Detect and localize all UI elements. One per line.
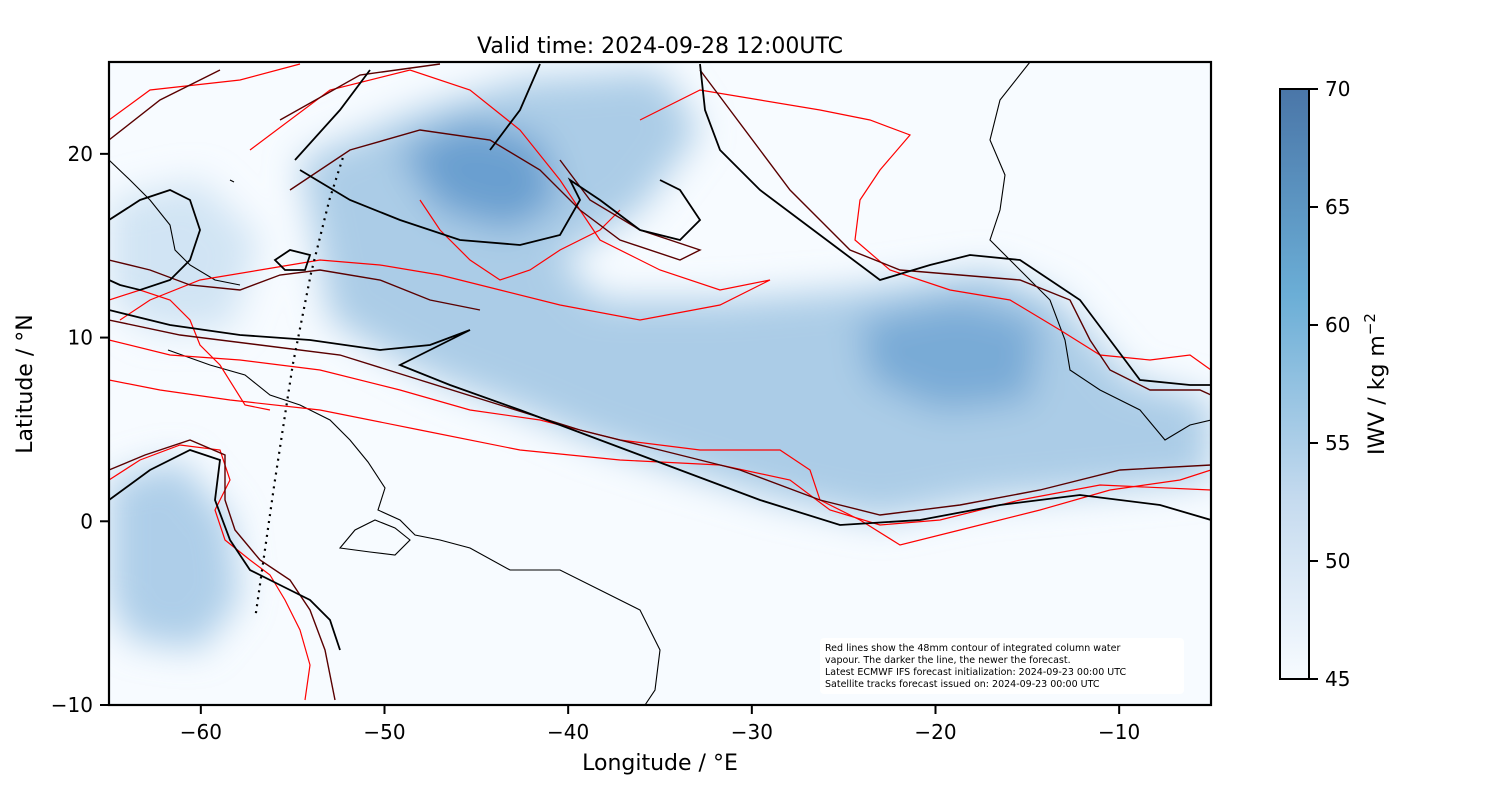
coastline-iberia-fragment bbox=[229, 179, 235, 183]
contour-black-5 bbox=[273, 249, 312, 271]
y-tick-label: −10 bbox=[51, 693, 93, 717]
x-axis-ticks: −60 −50 −40 −30 −20 −10 bbox=[180, 705, 1140, 744]
contour-mid-4 bbox=[109, 439, 336, 701]
contour-red-2 bbox=[109, 339, 1211, 546]
colorbar-tick-label: 65 bbox=[1325, 195, 1350, 219]
colorbar-label-text: IWV / kg m bbox=[1365, 335, 1390, 455]
annotation-line-1: Red lines show the 48mm contour of integ… bbox=[825, 643, 1120, 654]
map-frame bbox=[107, 60, 1213, 707]
coastline-antilles bbox=[109, 159, 241, 286]
forecast-contours bbox=[109, 63, 1211, 701]
coastline-south-america bbox=[167, 349, 661, 705]
contour-mid-1 bbox=[109, 63, 702, 261]
coastline-africa bbox=[989, 62, 1211, 441]
colorbar-tick-label: 50 bbox=[1325, 549, 1350, 573]
x-tick-label: −40 bbox=[547, 720, 589, 744]
x-tick-label: −10 bbox=[1098, 720, 1140, 744]
y-axis-ticks: −10 0 10 20 bbox=[51, 142, 109, 717]
contour-red-4 bbox=[639, 89, 1211, 371]
coastline-island bbox=[338, 519, 411, 556]
colorbar-tick-label: 55 bbox=[1325, 431, 1350, 455]
colorbar-label: IWV / kg m−2 bbox=[1361, 313, 1390, 455]
satellite-track-line bbox=[254, 153, 346, 614]
contour-black-4 bbox=[109, 449, 341, 651]
iwv-amazon bbox=[109, 460, 240, 650]
x-axis-label: Longitude / °E bbox=[582, 751, 738, 776]
contour-black-1 bbox=[294, 63, 702, 246]
contour-black-3 bbox=[699, 63, 1211, 386]
y-tick-label: 20 bbox=[68, 142, 93, 166]
colorbar-gradient bbox=[1279, 88, 1310, 680]
contour-red-6 bbox=[109, 289, 271, 411]
colorbar-tick-label: 45 bbox=[1325, 667, 1350, 691]
annotation-background bbox=[820, 638, 1184, 694]
contour-red-5 bbox=[109, 444, 311, 701]
y-tick-label: 0 bbox=[80, 509, 93, 533]
annotation-line-2: vapour. The darker the line, the newer t… bbox=[825, 655, 1071, 666]
colorbar-ticks: 45 50 55 60 65 70 bbox=[1309, 77, 1350, 691]
colorbar-tick-label: 70 bbox=[1325, 77, 1350, 101]
coastlines bbox=[109, 62, 1211, 705]
colorbar-label-superscript: −2 bbox=[1361, 313, 1379, 335]
annotation-line-3: Latest ECMWF IFS forecast initialization… bbox=[825, 667, 1126, 678]
annotation-line-4: Satellite tracks forecast issued on: 202… bbox=[825, 679, 1100, 690]
x-tick-label: −20 bbox=[914, 720, 956, 744]
contours-mid bbox=[109, 63, 1211, 701]
contour-black-2 bbox=[109, 309, 1211, 526]
contours-newest bbox=[109, 63, 1211, 651]
contour-mid-3 bbox=[699, 69, 1211, 396]
contour-red-1 bbox=[109, 63, 771, 321]
contour-black-6 bbox=[109, 189, 201, 291]
iwv-core-north bbox=[400, 120, 560, 230]
contour-mid-5 bbox=[109, 259, 481, 311]
x-tick-label: −60 bbox=[180, 720, 222, 744]
x-tick-label: −30 bbox=[731, 720, 773, 744]
x-tick-label: −50 bbox=[363, 720, 405, 744]
y-axis-label: Latitude / °N bbox=[13, 314, 38, 453]
iwv-core-east bbox=[860, 300, 1040, 410]
contour-mid-2 bbox=[109, 319, 1211, 516]
colorbar-tick-label: 60 bbox=[1325, 313, 1350, 337]
annotation-box: Red lines show the 48mm contour of integ… bbox=[820, 638, 1184, 694]
colorbar: 45 50 55 60 65 70 IWV / kg m−2 bbox=[1279, 77, 1390, 691]
y-tick-label: 10 bbox=[68, 326, 93, 350]
map-title: Valid time: 2024-09-28 12:00UTC bbox=[477, 34, 843, 59]
